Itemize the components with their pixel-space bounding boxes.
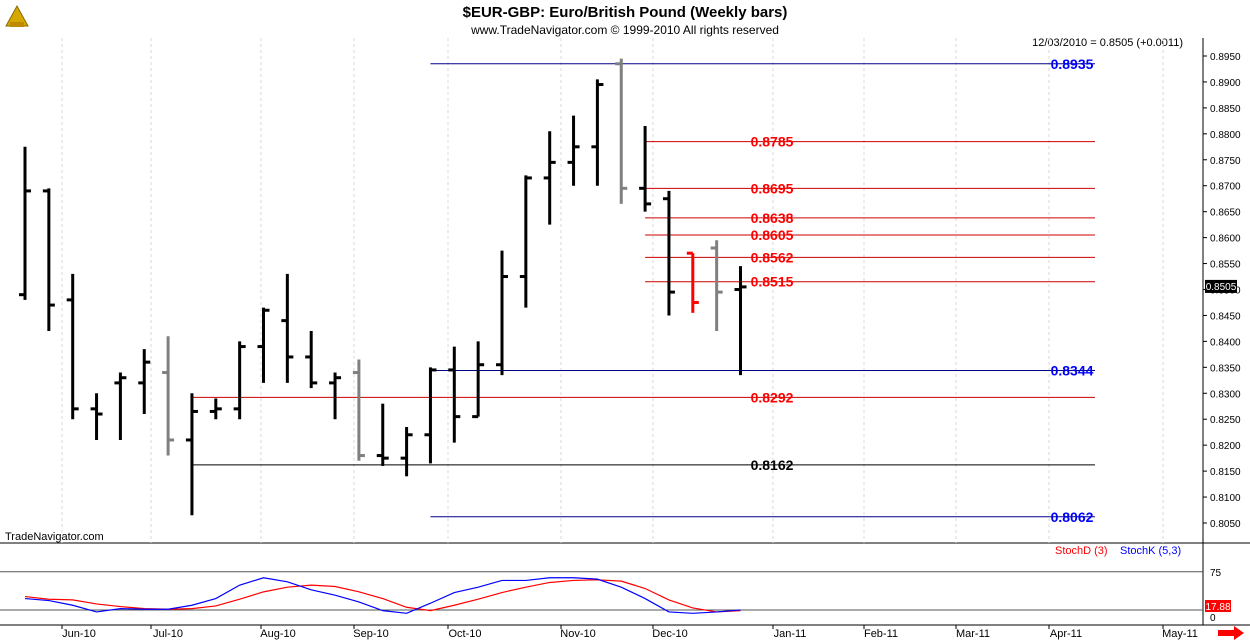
ohlc-bar <box>710 240 723 332</box>
price-tick-label: 0.8050 <box>1210 519 1241 530</box>
svg-text:17.88: 17.88 <box>1205 602 1230 613</box>
price-tick-label: 0.8300 <box>1210 389 1241 400</box>
price-tick-label: 0.8900 <box>1210 78 1241 89</box>
month-label: Apr-11 <box>1050 628 1082 640</box>
month-label: Jul-10 <box>153 628 183 640</box>
ohlc-bar <box>639 126 652 212</box>
ohlc-bar <box>472 341 485 419</box>
ohlc-bar <box>734 266 747 376</box>
level-label: 0.8935 <box>1051 56 1094 72</box>
price-tick-label: 0.8350 <box>1210 363 1241 374</box>
ohlc-bar <box>496 250 508 376</box>
month-label: Sep-10 <box>353 628 388 640</box>
price-tick-label: 0.8100 <box>1210 493 1241 504</box>
ohlc-bar <box>543 131 556 225</box>
level-label: 0.8605 <box>751 227 794 243</box>
chart-subtitle: www.TradeNavigator.com © 1999-2010 All r… <box>470 23 779 37</box>
legend-stochk: StochK (5,3) <box>1120 545 1181 557</box>
price-tick-label: 0.8200 <box>1210 441 1241 452</box>
ohlc-bar <box>424 367 437 464</box>
ohlc-bar <box>185 393 198 516</box>
price-tick-label: 0.8400 <box>1210 337 1241 348</box>
price-tick-label: 0.8750 <box>1210 156 1241 167</box>
price-tick-label: 0.8150 <box>1210 467 1241 478</box>
price-tick-label: 0.8950 <box>1210 52 1241 63</box>
ohlc-bar <box>448 346 461 443</box>
price-tick-label: 0.8700 <box>1210 182 1241 193</box>
price-tick-label: 0.8650 <box>1210 208 1241 219</box>
month-label: Dec-10 <box>652 628 687 640</box>
level-label: 0.8062 <box>1051 509 1094 525</box>
ohlc-bar <box>352 359 365 461</box>
price-tick-label: 0.8600 <box>1210 234 1241 245</box>
month-label: May-11 <box>1162 628 1198 640</box>
ohlc-bar <box>42 188 55 332</box>
ohlc-bar <box>138 349 151 415</box>
ohlc-bar <box>66 273 79 420</box>
stoch-last-tag: 17.88 <box>1205 600 1231 613</box>
ohlc-bars <box>19 58 747 516</box>
price-panel <box>0 38 1250 543</box>
stoch-tick-label: 0 <box>1210 613 1216 624</box>
stoch-series-line <box>24 577 741 614</box>
ohlc-bar <box>615 58 628 204</box>
ohlc-bar <box>90 393 103 440</box>
ohlc-bar <box>281 273 294 383</box>
level-label: 0.8344 <box>1051 362 1094 378</box>
stoch-series-line <box>24 579 741 613</box>
ohlc-bar <box>400 427 413 477</box>
level-label: 0.8695 <box>751 180 794 196</box>
stochastic-panel: 75 0 <box>0 568 1222 624</box>
svg-text:0.8505: 0.8505 <box>1206 282 1237 293</box>
last-price-tag: 0.8505 <box>1205 279 1237 293</box>
level-label: 0.8162 <box>751 457 794 473</box>
ohlc-bar <box>329 372 342 420</box>
month-label: Mar-11 <box>956 628 990 640</box>
time-axis: Jun-10 Jul-10 Aug-10 Sep-10 Oct-10 Nov-10 Dec-… <box>61 625 1198 640</box>
ohlc-bar <box>376 403 389 466</box>
scroll-right-arrow-icon[interactable] <box>1218 626 1244 640</box>
month-label: Oct-10 <box>448 628 481 640</box>
ohlc-bar <box>114 372 127 440</box>
level-label: 0.8638 <box>751 210 794 226</box>
ohlc-bar <box>305 331 318 389</box>
month-label: Feb-11 <box>864 628 898 640</box>
quote-readout: 12/03/2010 = 0.8505 (+0.0011) <box>1032 37 1183 49</box>
ohlc-bar <box>19 146 31 300</box>
level-label: 0.8292 <box>751 389 794 405</box>
ohlc-bar <box>591 79 604 186</box>
ohlc-bar <box>686 251 699 313</box>
stoch-tick-label: 75 <box>1210 568 1222 579</box>
ohlc-bar <box>162 336 175 456</box>
ohlc-bar <box>519 175 532 308</box>
ohlc-bar <box>209 398 222 420</box>
month-label: Aug-10 <box>260 628 295 640</box>
price-tick-label: 0.8550 <box>1210 260 1241 271</box>
ohlc-bar <box>257 307 270 383</box>
month-label: Jan-11 <box>774 628 807 640</box>
price-tick-label: 0.8450 <box>1210 311 1241 322</box>
legend-stochd: StochD (3) <box>1055 545 1108 557</box>
month-label: Nov-10 <box>560 628 595 640</box>
ohlc-bar <box>662 190 675 316</box>
chart-title: $EUR-GBP: Euro/British Pound (Weekly bar… <box>463 4 788 21</box>
ohlc-bar <box>233 341 246 420</box>
month-label: Jun-10 <box>62 628 96 640</box>
price-tick-label: 0.8800 <box>1210 130 1241 141</box>
vertical-gridlines <box>61 38 1164 543</box>
price-tick-label: 0.8250 <box>1210 415 1241 426</box>
level-label: 0.8515 <box>751 274 794 290</box>
ohlc-bar <box>567 115 580 186</box>
trade-navigator-logo-icon <box>4 4 30 30</box>
level-label: 0.8562 <box>751 249 794 265</box>
watermark-label: TradeNavigator.com <box>5 531 104 543</box>
level-label: 0.8785 <box>751 134 794 150</box>
price-tick-label: 0.8850 <box>1210 104 1241 115</box>
